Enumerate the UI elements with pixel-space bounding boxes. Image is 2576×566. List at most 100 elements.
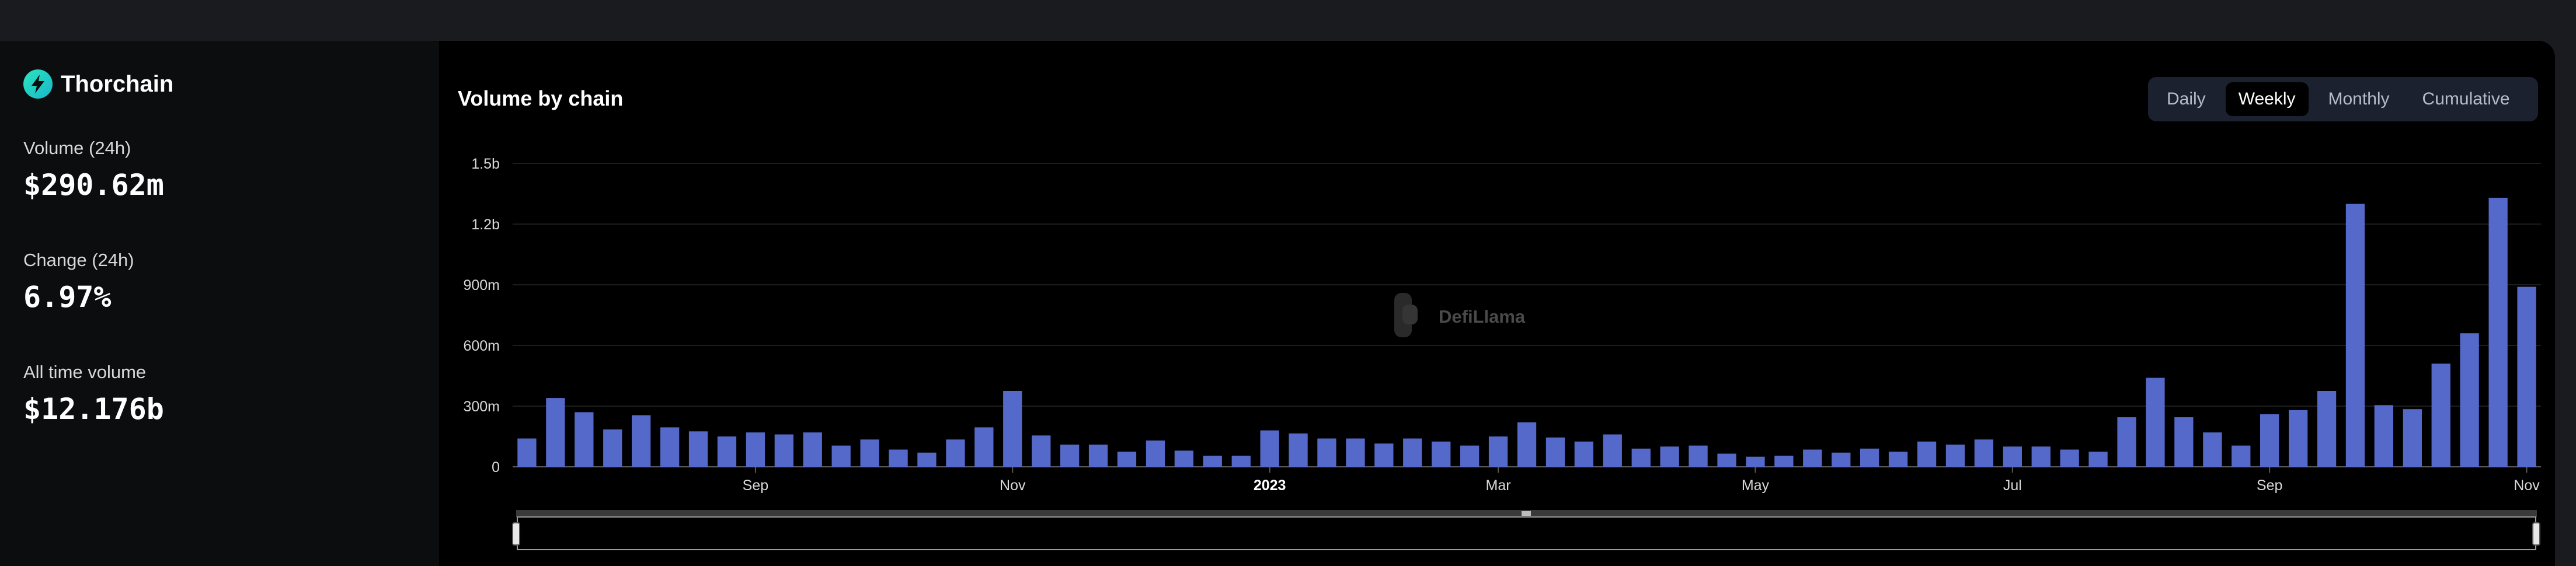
volume-bar[interactable]: [517, 438, 537, 467]
volume-bar[interactable]: [1117, 452, 1137, 467]
volume-bar[interactable]: [1203, 455, 1222, 467]
volume-bar[interactable]: [1574, 441, 1593, 467]
volume-bar[interactable]: [2488, 197, 2508, 467]
volume-bar[interactable]: [746, 432, 765, 467]
volume-bar[interactable]: [632, 415, 651, 467]
volume-bar[interactable]: [2345, 204, 2365, 467]
volume-bar[interactable]: [2289, 410, 2308, 467]
slider-left-handle[interactable]: [512, 522, 520, 546]
volume-bar[interactable]: [1888, 452, 1908, 467]
change-24h-label: Change (24h): [23, 250, 134, 270]
volume-bar[interactable]: [1860, 448, 1879, 467]
x-axis: Sep Nov 2023 Mar May Jul Sep Nov: [743, 467, 2540, 494]
slider-grip-icon[interactable]: [1522, 511, 1531, 516]
volume-bar[interactable]: [603, 429, 622, 467]
all-time-volume-label: All time volume: [23, 362, 147, 382]
volume-bar[interactable]: [2260, 414, 2279, 467]
chart-panel: Volume by chain Daily Weekly Monthly Cum…: [439, 41, 2555, 566]
volume-24h-label: Volume (24h): [23, 138, 131, 158]
volume-bar[interactable]: [974, 427, 994, 467]
volume-bar[interactable]: [1945, 444, 1965, 467]
volume-bar[interactable]: [1603, 434, 1622, 467]
volume-24h-value: $290.62m: [23, 168, 164, 202]
volume-bar[interactable]: [1374, 443, 1394, 467]
volume-bar[interactable]: [1774, 455, 1794, 467]
volume-bar[interactable]: [2003, 446, 2022, 467]
volume-bar[interactable]: [774, 434, 793, 467]
protocol-card: Thorchain Volume (24h) $290.62m Change (…: [0, 41, 2555, 566]
volume-bar[interactable]: [860, 439, 879, 467]
tab-weekly[interactable]: Weekly: [2225, 82, 2309, 116]
volume-bar[interactable]: [1060, 444, 1080, 467]
volume-bar[interactable]: [2174, 417, 2194, 467]
chart-title: Volume by chain: [458, 86, 624, 110]
volume-bar[interactable]: [917, 452, 937, 467]
volume-bar[interactable]: [1003, 391, 1022, 467]
volume-bar[interactable]: [688, 431, 708, 467]
volume-bar[interactable]: [2517, 287, 2536, 467]
volume-bar[interactable]: [2317, 391, 2337, 467]
volume-bar[interactable]: [2403, 409, 2422, 467]
volume-bar[interactable]: [1231, 455, 1251, 467]
volume-bar[interactable]: [2060, 449, 2079, 467]
tab-daily[interactable]: Daily: [2167, 89, 2206, 109]
watermark-text: DefiLlama: [1439, 306, 1526, 327]
volume-bar[interactable]: [2232, 445, 2251, 467]
volume-bar[interactable]: [575, 412, 594, 467]
y-tick-label: 900m: [463, 277, 500, 294]
volume-bar[interactable]: [1260, 430, 1279, 467]
volume-bar[interactable]: [1032, 435, 1051, 467]
volume-bar[interactable]: [1717, 453, 1736, 467]
volume-bar[interactable]: [2088, 452, 2108, 467]
data-zoom-slider[interactable]: [512, 510, 2540, 550]
volume-bar[interactable]: [660, 427, 680, 467]
slider-right-handle[interactable]: [2532, 522, 2540, 546]
volume-bar[interactable]: [1832, 452, 1851, 467]
volume-bar[interactable]: [1317, 438, 1336, 467]
volume-bar[interactable]: [1803, 449, 1822, 467]
volume-bar[interactable]: [2146, 378, 2165, 467]
volume-bar[interactable]: [1746, 456, 1765, 467]
tab-cumulative[interactable]: Cumulative: [2422, 89, 2510, 109]
x-tick-label: Nov: [1000, 477, 1026, 494]
volume-bar[interactable]: [1631, 448, 1651, 467]
volume-bar[interactable]: [1545, 437, 1565, 467]
timeframe-tabs: Daily Weekly Monthly Cumulative: [2148, 77, 2538, 121]
volume-bar[interactable]: [2431, 364, 2450, 467]
slider-window[interactable]: [517, 516, 2536, 550]
volume-bar[interactable]: [831, 445, 851, 467]
x-tick-label: Nov: [2514, 477, 2540, 494]
llama-head-shape: [1402, 305, 1418, 324]
volume-bar[interactable]: [1488, 436, 1508, 467]
volume-bar[interactable]: [2117, 417, 2136, 467]
volume-bar[interactable]: [1088, 444, 1108, 467]
chart-bars: [517, 197, 2536, 467]
protocol-sidebar: Thorchain Volume (24h) $290.62m Change (…: [0, 41, 439, 566]
volume-bar[interactable]: [1917, 441, 1937, 467]
volume-bar[interactable]: [2460, 333, 2479, 467]
y-tick-label: 1.2b: [471, 216, 500, 233]
volume-bar[interactable]: [1174, 450, 1193, 467]
volume-bar[interactable]: [1460, 445, 1480, 467]
volume-bar[interactable]: [2203, 432, 2222, 467]
volume-bar[interactable]: [1289, 433, 1308, 467]
volume-bar[interactable]: [889, 449, 908, 467]
volume-bar[interactable]: [1432, 441, 1451, 467]
volume-bar[interactable]: [546, 398, 565, 467]
all-time-volume-value: $12.176b: [23, 392, 164, 426]
volume-bar[interactable]: [1146, 440, 1165, 467]
y-tick-label: 600m: [463, 338, 500, 354]
volume-bar[interactable]: [1517, 422, 1537, 467]
volume-bar[interactable]: [2031, 446, 2051, 467]
volume-bar[interactable]: [1346, 438, 1365, 467]
tab-monthly[interactable]: Monthly: [2328, 89, 2390, 109]
volume-bar[interactable]: [2374, 405, 2393, 467]
volume-bar[interactable]: [1689, 445, 1708, 467]
volume-bar[interactable]: [1403, 438, 1422, 467]
volume-bar[interactable]: [946, 439, 965, 467]
volume-bar[interactable]: [803, 432, 822, 467]
chart-gridlines: [513, 163, 2541, 467]
volume-bar[interactable]: [1974, 439, 1993, 467]
volume-bar[interactable]: [1660, 446, 1679, 467]
volume-bar[interactable]: [717, 436, 737, 467]
